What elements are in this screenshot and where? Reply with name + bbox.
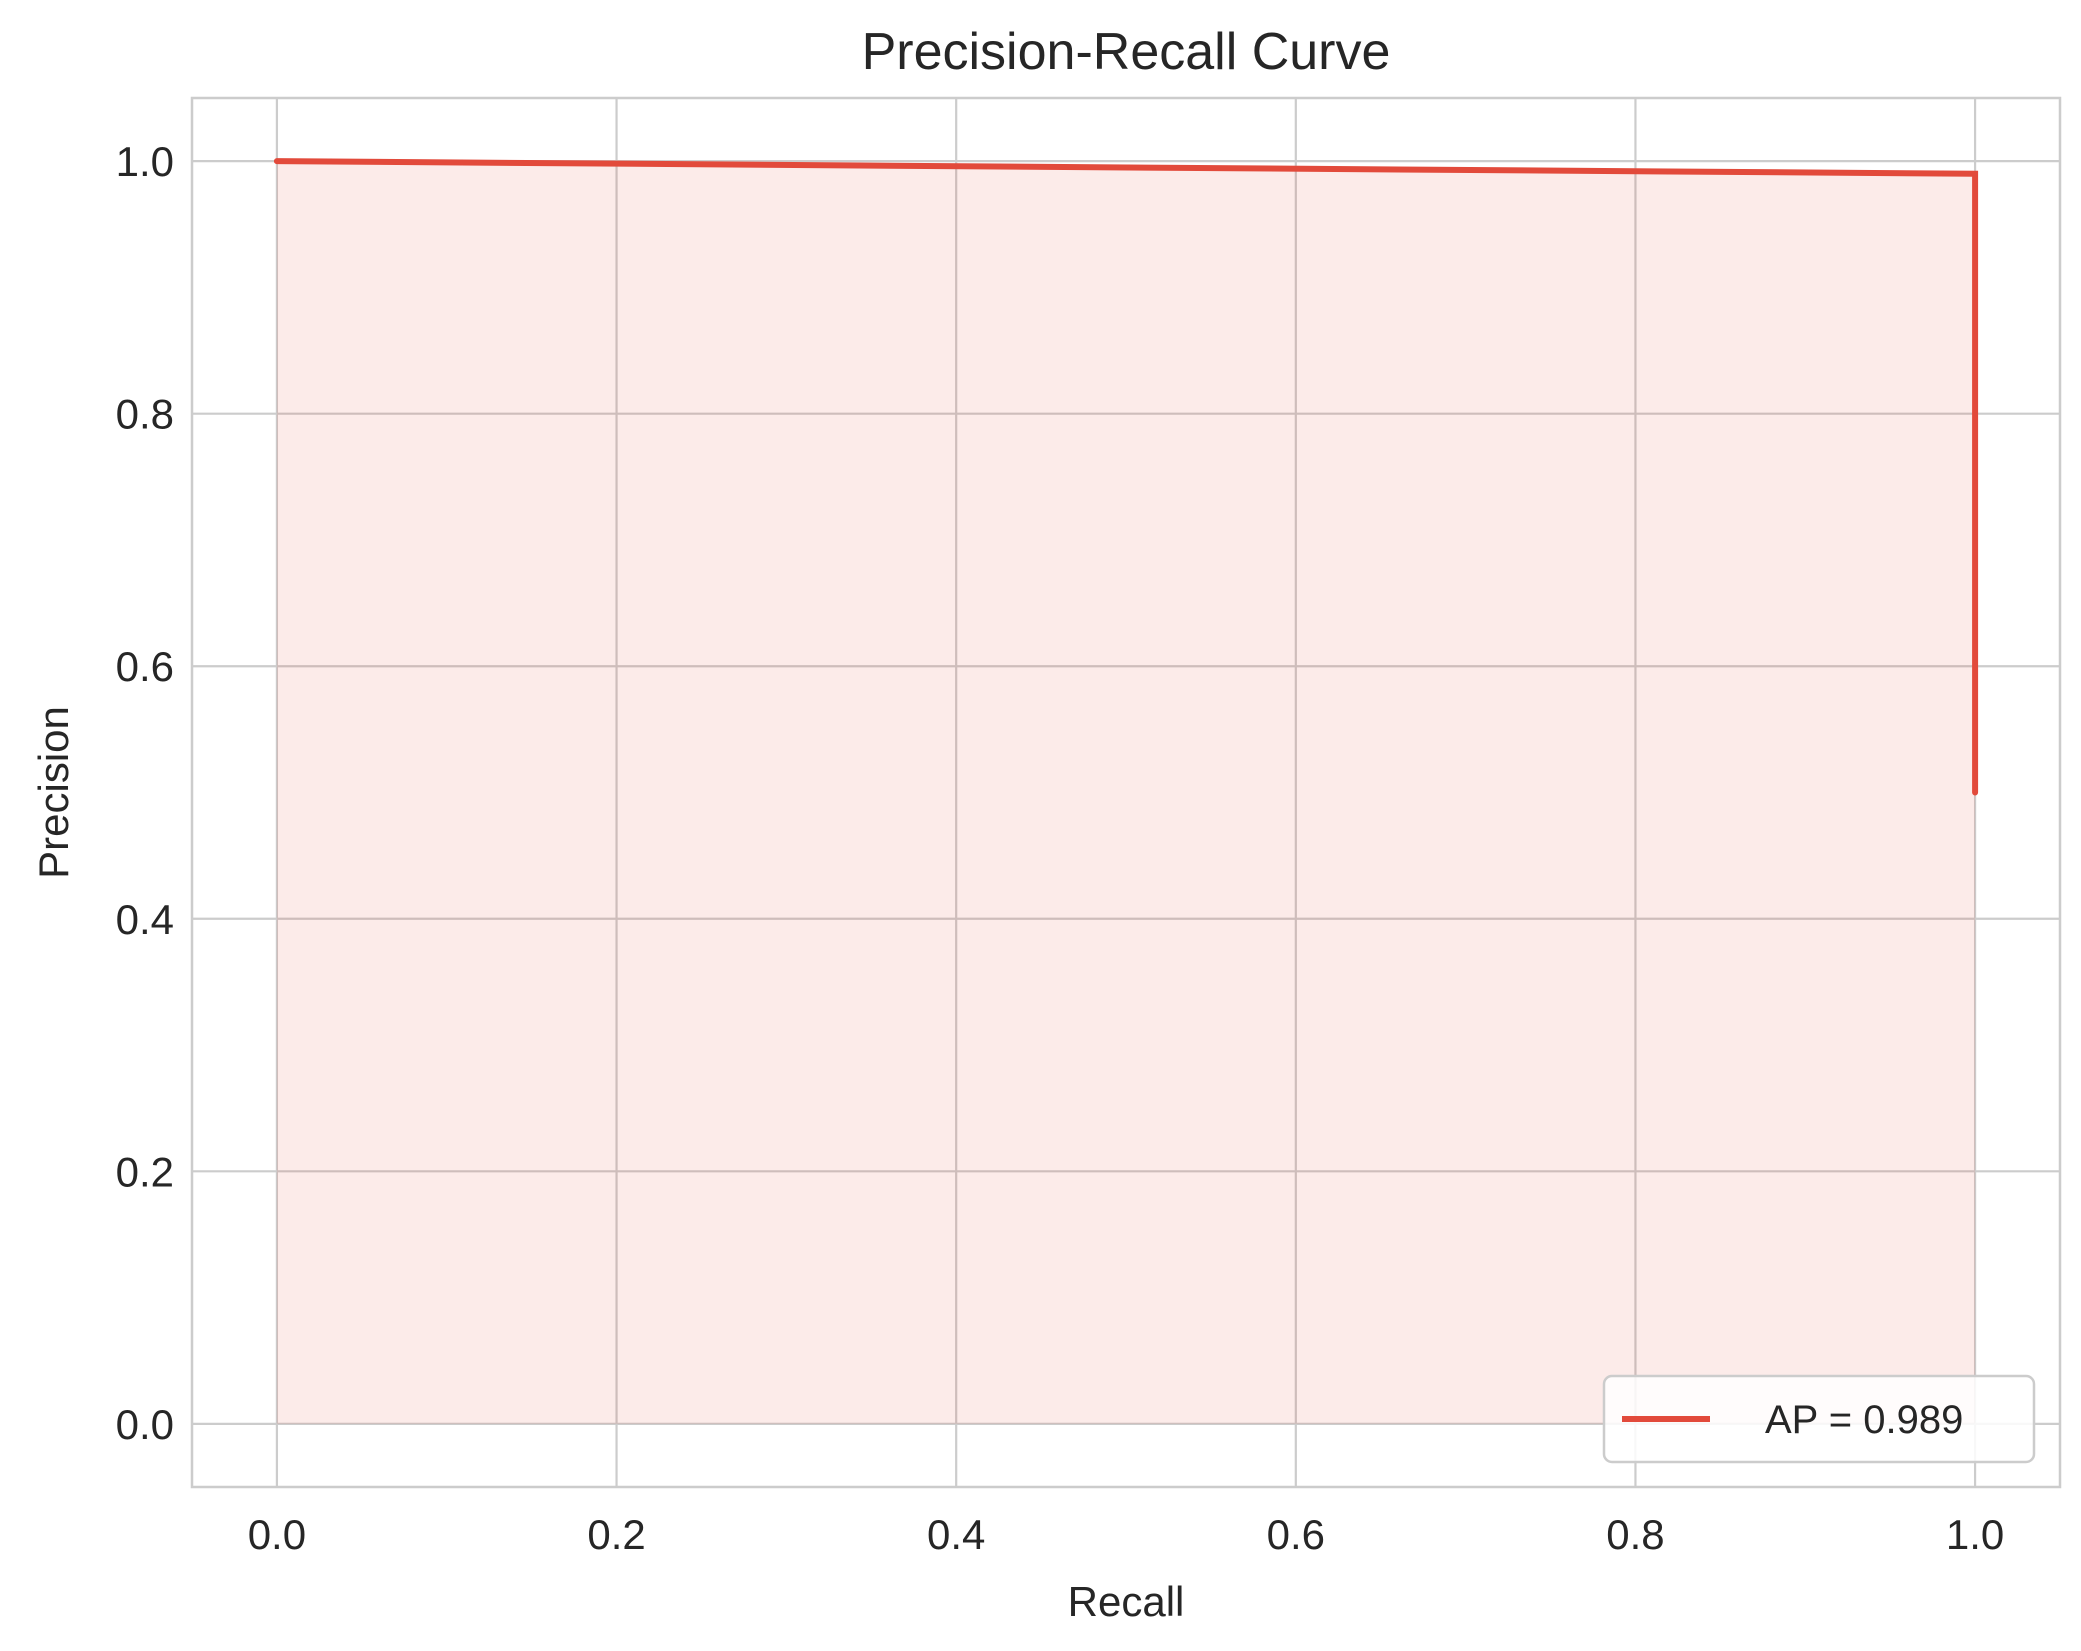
plot-area (190, 96, 2062, 1489)
tick-labels: 0.0 0.2 0.4 0.6 0.8 1.0 0.0 0.2 0.4 0.6 0.8 1.0 (116, 138, 2005, 1558)
y-tick-label: 0.2 (116, 1148, 174, 1195)
series-layer (273, 158, 1979, 1424)
x-tick-label: 0.8 (1606, 1511, 1664, 1558)
x-tick-label: 0.2 (587, 1511, 645, 1558)
legend-label: AP = 0.989 (1765, 1398, 1963, 1442)
y-tick-label: 0.8 (116, 391, 174, 438)
x-tick-label: 0.0 (248, 1511, 306, 1558)
legend: AP = 0.989 (1602, 1374, 2036, 1464)
x-tick-label: 1.0 (1946, 1511, 2004, 1558)
x-tick-label: 0.6 (1267, 1511, 1325, 1558)
plot-frame (190, 96, 2062, 1489)
x-tick-label: 0.4 (927, 1511, 985, 1558)
x-axis-label: Recall (1068, 1578, 1185, 1625)
y-tick-label: 0.6 (116, 643, 174, 690)
series-fill-area (276, 161, 1976, 1424)
series-line (273, 158, 1979, 796)
y-axis-label: Precision (30, 706, 77, 879)
y-tick-label: 0.4 (116, 896, 174, 943)
chart-title: Precision-Recall Curve (862, 23, 1391, 81)
legend-box (1602, 1374, 2036, 1464)
y-tick-label: 0.0 (116, 1401, 174, 1448)
y-tick-label: 1.0 (116, 138, 174, 185)
